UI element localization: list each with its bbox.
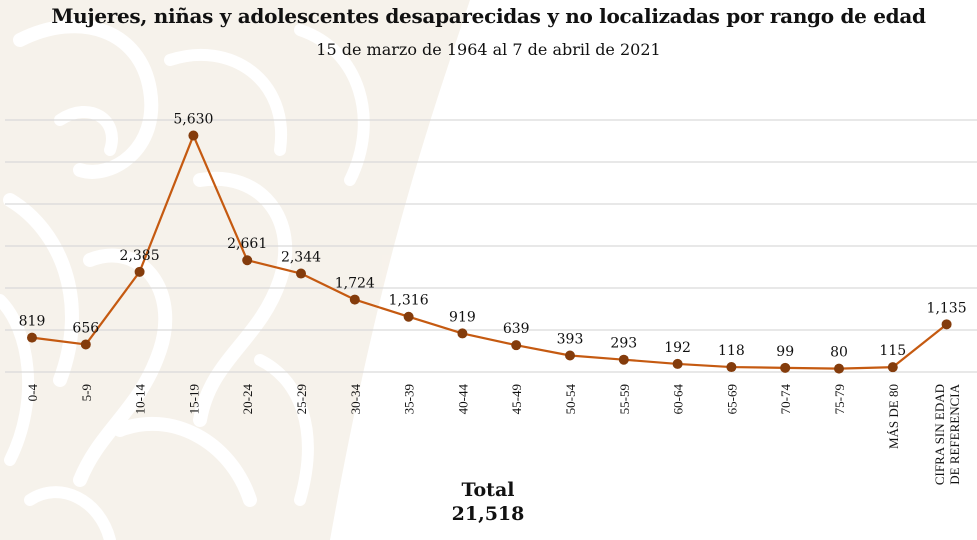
x-tick-label: DE REFERENCIA — [947, 383, 962, 484]
x-tick-label: CIFRA SIN EDAD — [932, 384, 947, 485]
data-label: 1,724 — [335, 276, 375, 292]
data-point-cifra-sin-edad-de-referencia — [941, 319, 952, 330]
data-label: 2,385 — [120, 248, 160, 264]
x-tick-label: 45-49 — [509, 384, 524, 414]
data-point-70-74 — [780, 362, 791, 373]
data-point-55-59 — [618, 354, 629, 365]
chart-subtitle: 15 de marzo de 1964 al 7 de abril de 202… — [316, 40, 661, 59]
x-tick-label: 5-9 — [79, 384, 94, 401]
x-tick-label: 55-59 — [617, 384, 632, 414]
data-point-25-29 — [296, 268, 306, 279]
data-point-75-79 — [834, 363, 844, 374]
x-tick-label: 40-44 — [455, 384, 470, 415]
data-point-10-14 — [134, 266, 145, 277]
data-label: 2,344 — [281, 250, 321, 266]
data-point-40-44 — [457, 328, 468, 339]
data-point-50-54 — [565, 350, 575, 361]
data-label: 1,135 — [927, 300, 967, 316]
total-label: Total — [461, 479, 515, 501]
data-label: 5,630 — [173, 112, 213, 128]
total-summary: Total 21,518 — [388, 478, 588, 526]
x-tick-label: 35-39 — [402, 384, 417, 414]
x-tick-label: 0-4 — [25, 384, 40, 402]
data-label: 118 — [718, 343, 745, 359]
data-label: 919 — [449, 309, 476, 325]
data-point-30-34 — [349, 294, 360, 305]
x-tick-label: 75-79 — [832, 384, 847, 414]
x-tick-label: 30-34 — [348, 384, 363, 415]
x-tick-label: 15-19 — [186, 384, 201, 414]
data-label: 80 — [830, 345, 848, 361]
data-label: 393 — [557, 331, 584, 347]
x-tick-label: 10-14 — [133, 384, 148, 415]
data-labels: 819 656 2,385 5,630 2,661 2,344 1,724 1,316 919 6… — [19, 112, 967, 361]
data-label: 2,661 — [227, 236, 267, 252]
data-point-65-69 — [726, 362, 737, 373]
data-point-45-49 — [511, 340, 522, 351]
data-point-60-64 — [672, 358, 683, 369]
x-tick-label: 65-69 — [724, 384, 739, 414]
data-label: 656 — [72, 320, 99, 336]
data-point-m-s-de-80 — [887, 362, 898, 373]
data-label: 99 — [776, 344, 794, 360]
data-point-0-4 — [27, 332, 37, 343]
chart-title: Mujeres, niñas y adolescentes desapareci… — [51, 4, 926, 28]
series-line-layer — [31, 134, 948, 370]
total-value: 21,518 — [451, 503, 525, 525]
data-label: 293 — [610, 336, 637, 352]
x-axis-tick-labels: 0-4 5-9 10-14 15-19 20-24 25-29 30-34 35-39 40-4… — [25, 383, 962, 485]
x-tick-label: 60-64 — [671, 384, 686, 415]
data-label: 192 — [664, 340, 691, 356]
watermark-pattern — [0, 0, 470, 540]
x-tick-label: 20-24 — [240, 384, 255, 415]
x-tick-label: 70-74 — [778, 384, 793, 415]
data-point-15-19 — [188, 130, 199, 141]
x-tick-label: 50-54 — [563, 384, 578, 415]
data-point-20-24 — [242, 255, 253, 266]
data-label: 639 — [503, 321, 530, 337]
x-tick-label: 25-29 — [294, 384, 309, 414]
data-point-35-39 — [403, 311, 414, 322]
data-point-5-9 — [80, 339, 91, 350]
data-label: 115 — [879, 343, 906, 359]
data-label: 1,316 — [389, 293, 429, 309]
data-label: 819 — [19, 314, 46, 330]
series-line — [31, 134, 948, 370]
markers — [27, 130, 952, 374]
x-tick-label: MÁS DE 80 — [886, 384, 901, 449]
